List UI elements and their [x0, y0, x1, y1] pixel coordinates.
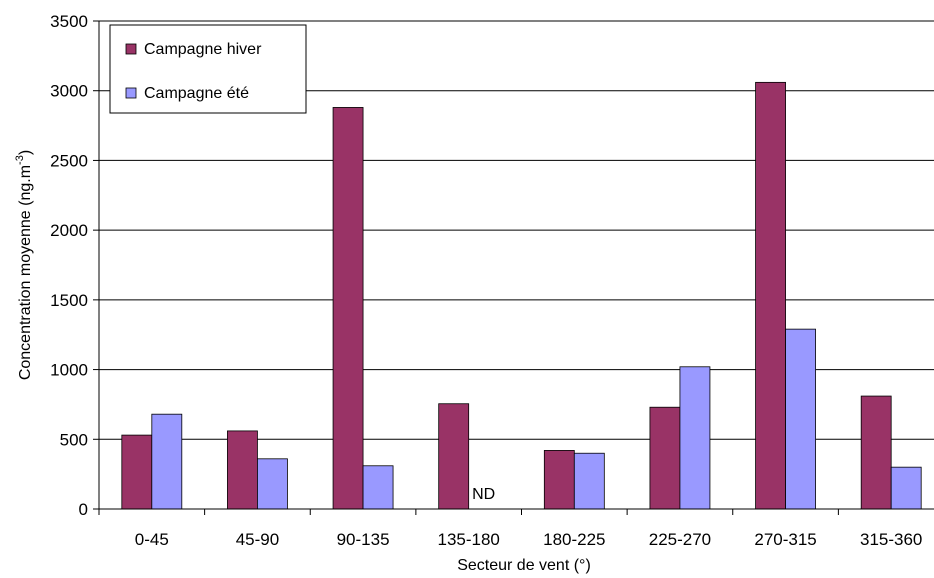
x-tick-label: 315-360: [860, 530, 922, 549]
bar-hiver-135-180: [439, 404, 469, 509]
legend-swatch-hiver: [126, 44, 136, 54]
y-axis-title-main: Concentration moyenne (ng.m: [17, 165, 34, 380]
bar-ete-90-135: [363, 466, 393, 509]
bars: ND: [122, 82, 921, 509]
bar-ete-180-225: [574, 453, 604, 509]
x-tick-label: 225-270: [649, 530, 711, 549]
bar-ete-270-315: [786, 329, 816, 509]
x-tick-label: 90-135: [337, 530, 390, 549]
bar-hiver-180-225: [544, 450, 574, 509]
bar-ete-225-270: [680, 367, 710, 509]
x-tick-label: 180-225: [543, 530, 605, 549]
bar-ete-45-90: [257, 459, 287, 509]
bar-hiver-315-360: [861, 396, 891, 509]
y-tick-labels: 0 500 1000 1500 2000 2500 3000 3500: [50, 12, 88, 519]
y-tick-label: 2000: [50, 221, 88, 240]
bar-ete-0-45: [152, 414, 182, 509]
x-tick-label: 0-45: [135, 530, 169, 549]
missing-value-label: ND: [472, 486, 495, 503]
y-tick-label: 1500: [50, 291, 88, 310]
y-tick-label: 0: [79, 500, 88, 519]
legend-label-hiver: Campagne hiver: [144, 41, 262, 58]
bar-hiver-45-90: [227, 431, 257, 509]
bar-hiver-90-135: [333, 107, 363, 509]
y-axis-title-closing: ): [17, 150, 34, 155]
bar-hiver-0-45: [122, 435, 152, 509]
y-tick-label: 1000: [50, 361, 88, 380]
x-axis-title: Secteur de vent (°): [457, 557, 591, 574]
y-tick-label: 3000: [50, 82, 88, 101]
y-axis-title: Concentration moyenne (ng.m-3): [14, 150, 34, 380]
y-tick-label: 500: [60, 430, 88, 449]
x-tick-label: 45-90: [236, 530, 279, 549]
bar-hiver-270-315: [756, 82, 786, 509]
y-axis-title-superscript: -3: [14, 155, 26, 165]
bar-ete-315-360: [891, 467, 921, 509]
legend-label-ete: Campagne été: [144, 85, 249, 102]
legend: Campagne hiver Campagne été: [110, 25, 306, 113]
x-tick-label: 135-180: [437, 530, 499, 549]
bar-hiver-225-270: [650, 407, 680, 509]
x-tick-label: 270-315: [754, 530, 816, 549]
legend-swatch-ete: [126, 88, 136, 98]
y-tick-label: 2500: [50, 151, 88, 170]
y-tick-label: 3500: [50, 12, 88, 31]
x-tick-labels: 0-45 45-90 90-135 135-180 180-225 225-270 270-…: [135, 530, 923, 549]
